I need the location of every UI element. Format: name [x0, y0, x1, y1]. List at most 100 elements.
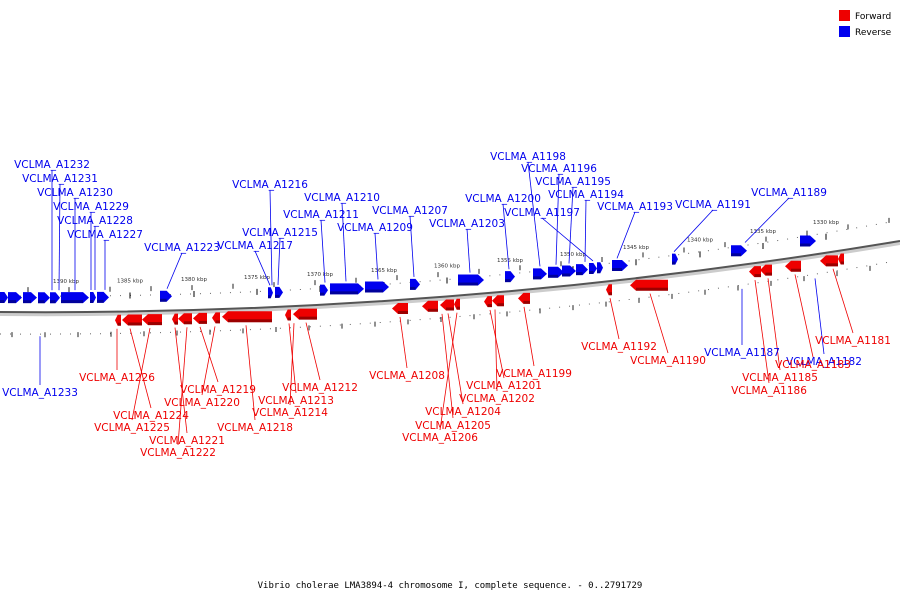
- reverse-gene-arrow[interactable]: [365, 281, 389, 293]
- reverse-gene-arrow[interactable]: [61, 292, 89, 304]
- gene-label[interactable]: VCLMA_A1198: [490, 151, 566, 163]
- reverse-gene-arrow[interactable]: [458, 274, 484, 286]
- reverse-gene-arrow[interactable]: [268, 287, 273, 299]
- gene-label[interactable]: VCLMA_A1216: [232, 179, 308, 191]
- gene-label[interactable]: VCLMA_A1202: [459, 393, 535, 405]
- forward-gene-arrow[interactable]: [293, 308, 317, 320]
- gene-label[interactable]: VCLMA_A1220: [164, 397, 240, 409]
- gene-label[interactable]: VCLMA_A1185: [742, 372, 818, 384]
- forward-gene-arrow[interactable]: [193, 312, 207, 324]
- gene-label[interactable]: VCLMA_A1200: [465, 193, 541, 205]
- reverse-gene-arrow[interactable]: [410, 278, 420, 290]
- forward-gene-arrow[interactable]: [606, 284, 612, 296]
- gene-label[interactable]: VCLMA_A1181: [815, 335, 891, 347]
- gene-label[interactable]: VCLMA_A1215: [242, 227, 318, 239]
- gene-label[interactable]: VCLMA_A1210: [304, 192, 380, 204]
- gene-label[interactable]: VCLMA_A1213: [258, 395, 334, 407]
- gene-label[interactable]: VCLMA_A1193: [597, 201, 673, 213]
- gene-label[interactable]: VCLMA_A1182: [786, 356, 862, 368]
- forward-gene-arrow[interactable]: [785, 260, 801, 272]
- reverse-gene-arrow[interactable]: [0, 292, 8, 304]
- forward-gene-arrow[interactable]: [422, 300, 438, 312]
- forward-gene-arrow[interactable]: [749, 266, 761, 278]
- reverse-gene-arrow[interactable]: [800, 235, 816, 247]
- gene-label[interactable]: VCLMA_A1208: [369, 370, 445, 382]
- gene-label[interactable]: VCLMA_A1195: [535, 176, 611, 188]
- forward-gene-arrow[interactable]: [518, 292, 530, 304]
- reverse-gene-arrow[interactable]: [90, 291, 96, 303]
- gene-label[interactable]: VCLMA_A1214: [252, 407, 328, 419]
- reverse-gene-arrow[interactable]: [562, 265, 576, 277]
- gene-label[interactable]: VCLMA_A1221: [149, 435, 225, 447]
- gene-label[interactable]: VCLMA_A1233: [2, 387, 78, 399]
- gene-label[interactable]: VCLMA_A1219: [180, 384, 256, 396]
- reverse-gene-arrow[interactable]: [597, 262, 603, 274]
- reverse-gene-arrow[interactable]: [612, 260, 628, 272]
- forward-gene-arrow[interactable]: [484, 296, 492, 308]
- forward-gene-arrow[interactable]: [454, 298, 460, 310]
- reverse-gene-arrow[interactable]: [97, 291, 109, 303]
- reverse-gene-arrow[interactable]: [38, 292, 50, 304]
- gene-label[interactable]: VCLMA_A1189: [751, 187, 827, 199]
- gene-label[interactable]: VCLMA_A1204: [425, 406, 501, 418]
- forward-gene-arrow[interactable]: [440, 299, 454, 311]
- reverse-gene-arrow[interactable]: [23, 292, 37, 304]
- gene-label[interactable]: VCLMA_A1231: [22, 173, 98, 185]
- gene-label[interactable]: VCLMA_A1186: [731, 385, 807, 397]
- gene-label[interactable]: VCLMA_A1183: [775, 359, 851, 371]
- forward-gene-arrow[interactable]: [838, 253, 844, 265]
- gene-label[interactable]: VCLMA_A1207: [372, 205, 448, 217]
- forward-gene-arrow[interactable]: [212, 312, 220, 324]
- gene-label[interactable]: VCLMA_A1191: [675, 199, 751, 211]
- gene-label[interactable]: VCLMA_A1203: [429, 218, 505, 230]
- gene-label[interactable]: VCLMA_A1209: [337, 222, 413, 234]
- forward-gene-arrow[interactable]: [392, 302, 408, 314]
- gene-label[interactable]: VCLMA_A1196: [521, 163, 597, 175]
- gene-label[interactable]: VCLMA_A1222: [140, 447, 216, 459]
- gene-label[interactable]: VCLMA_A1190: [630, 355, 706, 367]
- forward-gene-arrow[interactable]: [172, 313, 178, 325]
- gene-label[interactable]: VCLMA_A1197: [504, 207, 580, 219]
- forward-gene-arrow[interactable]: [222, 311, 272, 323]
- reverse-gene-arrow[interactable]: [589, 262, 597, 274]
- reverse-gene-arrow[interactable]: [548, 266, 564, 278]
- gene-label[interactable]: VCLMA_A1228: [57, 215, 133, 227]
- gene-label[interactable]: VCLMA_A1224: [113, 410, 189, 422]
- forward-gene-arrow[interactable]: [122, 314, 142, 326]
- gene-label[interactable]: VCLMA_A1194: [548, 189, 624, 201]
- reverse-gene-arrow[interactable]: [731, 245, 747, 257]
- gene-label[interactable]: VCLMA_A1229: [53, 201, 129, 213]
- reverse-gene-arrow[interactable]: [330, 283, 364, 295]
- gene-label[interactable]: VCLMA_A1225: [94, 422, 170, 434]
- forward-gene-arrow[interactable]: [760, 264, 772, 276]
- reverse-gene-arrow[interactable]: [160, 290, 172, 302]
- gene-label[interactable]: VCLMA_A1226: [79, 372, 155, 384]
- reverse-gene-arrow[interactable]: [50, 292, 60, 304]
- gene-label[interactable]: VCLMA_A1223: [144, 242, 220, 254]
- reverse-gene-arrow[interactable]: [505, 271, 515, 283]
- reverse-gene-arrow[interactable]: [8, 292, 22, 304]
- gene-label[interactable]: VCLMA_A1206: [402, 432, 478, 444]
- reverse-gene-arrow[interactable]: [576, 264, 588, 276]
- gene-label[interactable]: VCLMA_A1212: [282, 382, 358, 394]
- forward-gene-arrow[interactable]: [820, 255, 838, 267]
- forward-gene-arrow[interactable]: [178, 313, 192, 325]
- reverse-gene-arrow[interactable]: [275, 286, 283, 298]
- reverse-gene-arrow[interactable]: [320, 284, 328, 296]
- gene-label[interactable]: VCLMA_A1211: [283, 209, 359, 221]
- forward-gene-arrow[interactable]: [492, 295, 504, 307]
- forward-gene-arrow[interactable]: [115, 314, 121, 326]
- gene-label[interactable]: VCLMA_A1201: [466, 380, 542, 392]
- gene-label[interactable]: VCLMA_A1230: [37, 187, 113, 199]
- reverse-gene-arrow[interactable]: [533, 268, 547, 280]
- forward-gene-arrow[interactable]: [285, 309, 291, 321]
- gene-label[interactable]: VCLMA_A1217: [217, 240, 293, 252]
- forward-gene-arrow[interactable]: [142, 314, 162, 326]
- gene-label[interactable]: VCLMA_A1232: [14, 159, 90, 171]
- reverse-gene-arrow[interactable]: [672, 253, 678, 265]
- gene-label[interactable]: VCLMA_A1218: [217, 422, 293, 434]
- gene-label[interactable]: VCLMA_A1227: [67, 229, 143, 241]
- gene-label[interactable]: VCLMA_A1192: [581, 341, 657, 353]
- gene-label[interactable]: VCLMA_A1187: [704, 347, 780, 359]
- forward-gene-arrow[interactable]: [630, 279, 668, 291]
